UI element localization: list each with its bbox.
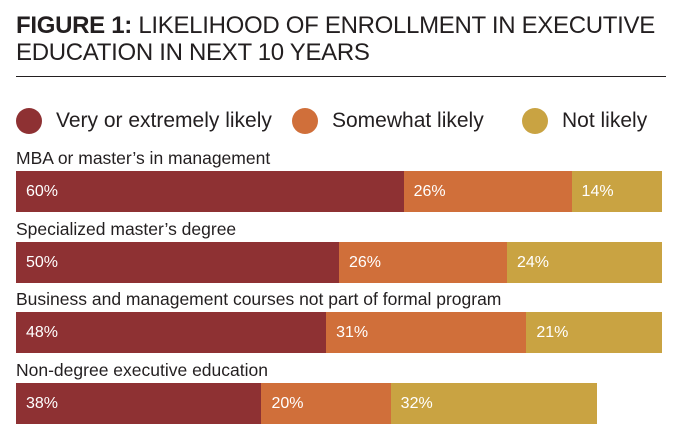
bar-segment-very-or-extremely-likely: 50% (16, 242, 339, 283)
bar-segment-somewhat-likely: 26% (339, 242, 507, 283)
data-label: 48% (26, 324, 59, 341)
data-label: 31% (336, 324, 369, 341)
data-label: 26% (349, 254, 382, 271)
bar-segment-not-likely: 32% (390, 383, 598, 424)
bar-segment-somewhat-likely: 26% (403, 171, 572, 212)
legend-item-very-or-extremely-likely: Very or extremely likely (16, 106, 272, 136)
category-label: MBA or master’s in management (16, 148, 271, 168)
category-label: Non-degree executive education (16, 360, 268, 380)
data-label: 26% (413, 183, 446, 200)
chart-title-text: LIKELIHOOD OF ENROLLMENT IN EXECUTIVE ED… (16, 12, 655, 66)
data-label: 14% (581, 183, 614, 200)
legend-label-very-or-extremely-likely: Very or extremely likely (56, 109, 272, 132)
category-label: Business and management courses not part… (16, 289, 502, 309)
data-label: 32% (400, 395, 433, 412)
chart-title-prefix: FIGURE 1: (16, 12, 132, 39)
legend-swatch-somewhat-likely (292, 108, 318, 134)
legend-label-not-likely: Not likely (562, 109, 648, 132)
bar-segment-not-likely: 14% (571, 171, 662, 212)
legend-item-somewhat-likely: Somewhat likely (292, 106, 484, 136)
legend-label-somewhat-likely: Somewhat likely (332, 109, 484, 132)
legend-item-not-likely: Not likely (522, 106, 647, 136)
chart-title: FIGURE 1: LIKELIHOOD OF ENROLLMENT IN EX… (16, 12, 666, 66)
bar-segment-somewhat-likely: 31% (326, 312, 527, 353)
bar-segment-not-likely: 21% (526, 312, 662, 353)
bar-segment-very-or-extremely-likely: 38% (16, 383, 262, 424)
category-label: Specialized master’s degree (16, 219, 237, 239)
bar-segment-very-or-extremely-likely: 60% (16, 171, 404, 212)
title-divider (16, 76, 666, 77)
data-label: 20% (271, 395, 304, 412)
bar-segment-somewhat-likely: 20% (261, 383, 391, 424)
data-label: 50% (26, 254, 59, 271)
data-label: 38% (26, 395, 59, 412)
bar-segment-very-or-extremely-likely: 48% (16, 312, 327, 353)
legend-swatch-not-likely (522, 108, 548, 134)
legend-swatch-very-or-extremely-likely (16, 108, 42, 134)
data-label: 24% (516, 254, 549, 271)
data-label: 21% (536, 324, 569, 341)
bar-segment-not-likely: 24% (506, 242, 662, 283)
data-label: 60% (26, 183, 59, 200)
